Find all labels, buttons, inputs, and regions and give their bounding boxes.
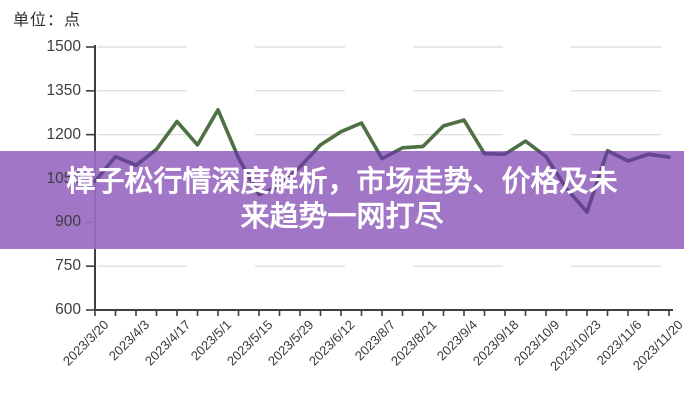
banner-title-line2: 来趋势一网打尽 xyxy=(240,201,444,233)
title-banner: 樟子松行情深度解析，市场走势、价格及未 来趋势一网打尽 xyxy=(0,151,684,249)
y-axis-label: 1350 xyxy=(46,81,81,99)
price-line-under-banner xyxy=(93,151,671,214)
y-axis-label: 600 xyxy=(55,301,81,318)
y-axis-label: 900 xyxy=(55,213,81,231)
y-axis-unit-label: 单位：点 xyxy=(13,12,82,29)
y-axis-label: 750 xyxy=(55,257,81,275)
y-axis-label: 1050 xyxy=(46,169,81,187)
banner-title-line1: 樟子松行情深度解析，市场走势、价格及未 xyxy=(66,166,618,198)
y-axis-label: 1500 xyxy=(46,38,81,55)
y-axis-label: 1200 xyxy=(46,125,81,143)
title-banner-overlay xyxy=(0,151,684,249)
